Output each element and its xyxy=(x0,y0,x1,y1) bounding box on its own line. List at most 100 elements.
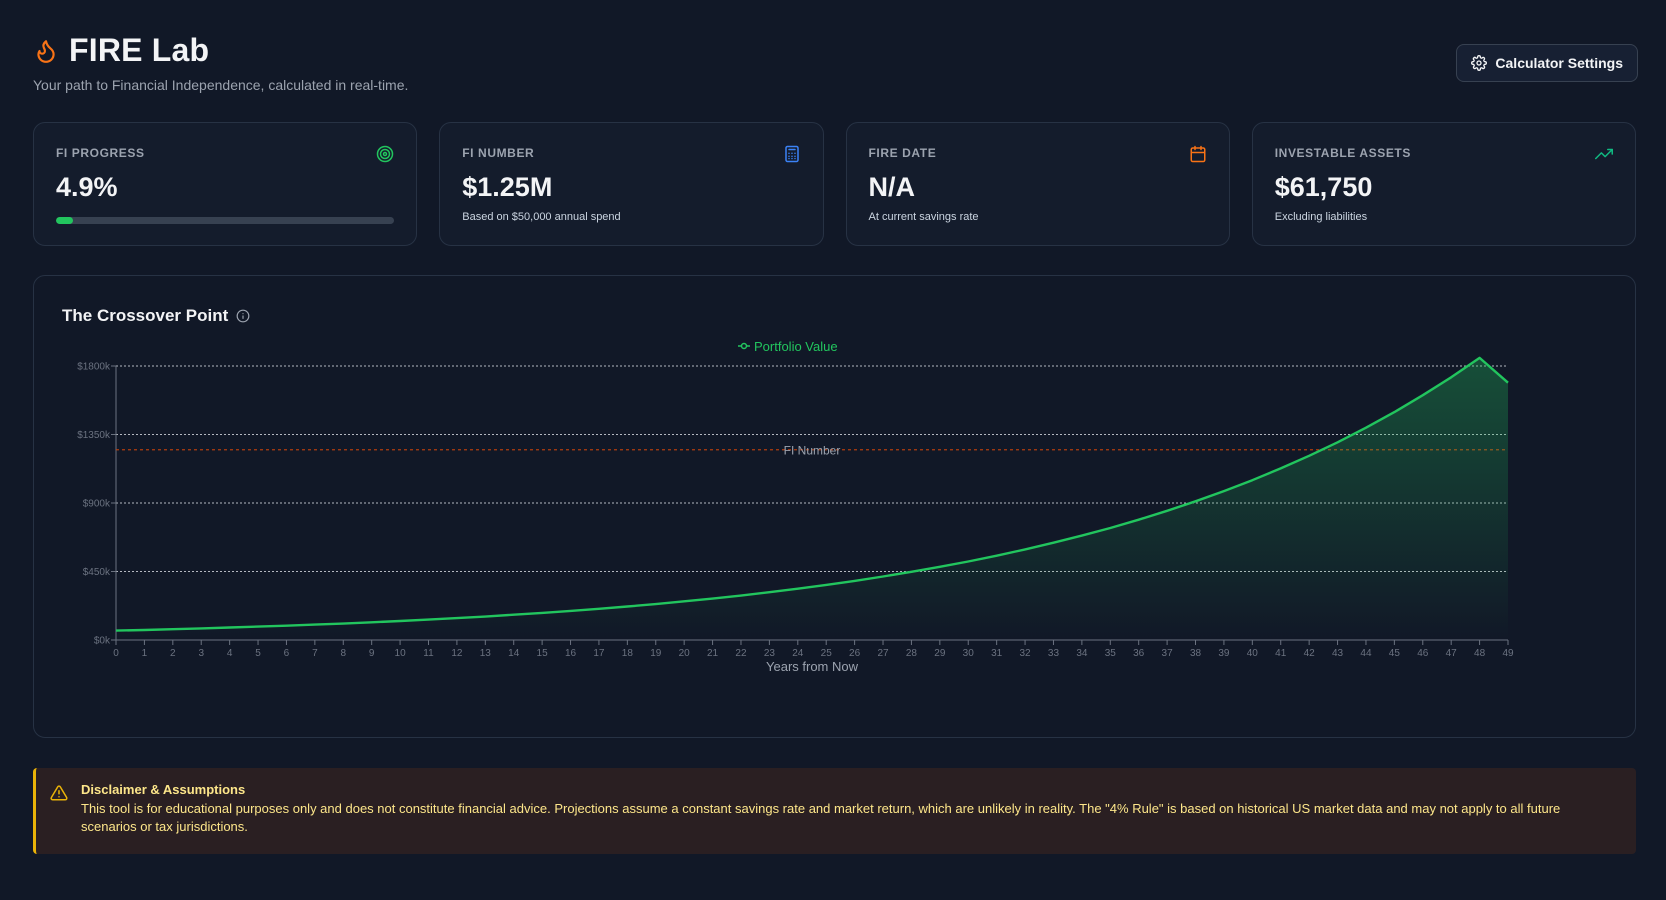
x-tick-label: 35 xyxy=(1105,648,1117,659)
x-tick-label: 22 xyxy=(735,648,747,659)
legend-marker-dot xyxy=(740,342,748,350)
x-axis-label: Years from Now xyxy=(766,659,859,674)
x-tick-label: 19 xyxy=(650,648,662,659)
x-tick-label: 5 xyxy=(255,648,261,659)
x-tick-label: 14 xyxy=(508,648,520,659)
warning-icon xyxy=(50,785,68,801)
fire-date-card: FIRE DATE N/A At current savings rate xyxy=(845,122,1230,246)
card-subtext: At current savings rate xyxy=(868,211,979,223)
x-tick-label: 25 xyxy=(821,648,833,659)
x-tick-label: 17 xyxy=(593,648,605,659)
x-tick-label: 37 xyxy=(1162,648,1174,659)
x-tick-label: 47 xyxy=(1446,648,1458,659)
x-tick-label: 32 xyxy=(1019,648,1031,659)
info-icon[interactable] xyxy=(236,309,250,323)
x-tick-label: 20 xyxy=(679,648,691,659)
stat-cards: FI PROGRESS 4.9% FI NUMBER $1.25M Based … xyxy=(33,122,1636,246)
investable-assets-card: INVESTABLE ASSETS $61,750 Excluding liab… xyxy=(1251,122,1636,246)
settings-button-label: Calculator Settings xyxy=(1495,55,1623,71)
y-tick-label: $1800k xyxy=(77,362,111,373)
gear-icon xyxy=(1471,55,1488,71)
x-tick-label: 45 xyxy=(1389,648,1401,659)
app-title: FIRE Lab xyxy=(69,32,210,68)
crossover-chart-panel: The Crossover Point $0k $450k $900k $1350k $… xyxy=(33,275,1636,738)
y-tick-label: $1350k xyxy=(77,430,111,441)
flame-icon xyxy=(37,39,55,63)
y-tick-label: $900k xyxy=(83,499,111,510)
x-tick-label: 21 xyxy=(707,648,719,659)
x-tick-label: 48 xyxy=(1474,648,1486,659)
x-tick-label: 44 xyxy=(1360,648,1372,659)
fi-number-label: FI Number xyxy=(784,444,841,458)
x-tick-label: 12 xyxy=(451,648,463,659)
tagline: Your path to Financial Independence, cal… xyxy=(33,77,409,93)
card-label: FI PROGRESS xyxy=(56,146,145,160)
page-header: FIRE Lab Your path to Financial Independ… xyxy=(33,32,1638,93)
x-tick-label: 31 xyxy=(991,648,1003,659)
x-tick-label: 39 xyxy=(1218,648,1230,659)
card-subtext: Excluding liabilities xyxy=(1274,211,1368,223)
card-value: 4.9% xyxy=(56,172,118,202)
disclaimer-text: This tool is for educational purposes on… xyxy=(81,801,1561,834)
x-tick-label: 11 xyxy=(423,648,434,659)
x-tick-label: 27 xyxy=(877,648,889,659)
x-tick-label: 8 xyxy=(340,648,346,659)
x-tick-label: 3 xyxy=(198,648,204,659)
x-tick-label: 40 xyxy=(1247,648,1259,659)
x-tick-label: 18 xyxy=(622,648,634,659)
x-tick-label: 2 xyxy=(170,648,176,659)
x-tick-label: 4 xyxy=(227,648,233,659)
x-tick-label: 9 xyxy=(369,648,375,659)
disclaimer-title: Disclaimer & Assumptions xyxy=(81,782,246,797)
x-tick-label: 7 xyxy=(312,648,318,659)
x-tick-label: 42 xyxy=(1304,648,1316,659)
card-value: N/A xyxy=(868,172,916,202)
card-label: FIRE DATE xyxy=(868,146,937,160)
y-tick-label: $450k xyxy=(83,567,111,578)
calculator-settings-button[interactable]: Calculator Settings xyxy=(1456,44,1638,82)
progress-bar xyxy=(56,217,395,224)
card-label: INVESTABLE ASSETS xyxy=(1274,146,1411,160)
x-tick-label: 49 xyxy=(1502,648,1514,659)
x-tick-label: 28 xyxy=(906,648,918,659)
x-tick-label: 6 xyxy=(284,648,290,659)
chart-title-row: The Crossover Point xyxy=(62,306,250,326)
x-tick-label: 16 xyxy=(565,648,577,659)
card-value: $61,750 xyxy=(1274,172,1373,202)
portfolio-line xyxy=(115,356,1509,632)
x-tick-label: 29 xyxy=(934,648,946,659)
y-tick-label: $0k xyxy=(94,636,111,647)
x-tick-label: 15 xyxy=(537,648,549,659)
target-icon xyxy=(377,145,394,163)
x-tick-label: 34 xyxy=(1076,648,1088,659)
disclaimer-banner: Disclaimer & Assumptions This tool is fo… xyxy=(33,768,1636,854)
trending-up-icon xyxy=(1595,148,1613,160)
progress-bar-fill xyxy=(56,217,73,224)
x-tick-label: 0 xyxy=(113,648,119,659)
x-tick-label: 38 xyxy=(1190,648,1202,659)
x-tick-label: 33 xyxy=(1048,648,1060,659)
x-tick-label: 30 xyxy=(963,648,975,659)
x-tick-label: 24 xyxy=(792,648,804,659)
x-tick-label: 36 xyxy=(1133,648,1145,659)
x-tick-label: 46 xyxy=(1417,648,1429,659)
calculator-icon xyxy=(784,145,799,163)
card-value: $1.25M xyxy=(462,172,553,202)
x-tick-label: 41 xyxy=(1275,648,1287,659)
x-tick-label: 26 xyxy=(849,648,861,659)
brand: FIRE Lab xyxy=(33,32,1638,69)
fi-number-card: FI NUMBER $1.25M Based on $50,000 annual… xyxy=(439,122,824,246)
card-label: FI NUMBER xyxy=(462,146,535,160)
fi-progress-card: FI PROGRESS 4.9% xyxy=(33,122,418,246)
x-tick-label: 43 xyxy=(1332,648,1344,659)
x-tick-label: 1 xyxy=(142,648,148,659)
card-subtext: Based on $50,000 annual spend xyxy=(462,211,621,223)
x-tick-label: 10 xyxy=(395,648,407,659)
x-tick-label: 23 xyxy=(764,648,776,659)
x-tick-label: 13 xyxy=(480,648,492,659)
legend-label: Portfolio Value xyxy=(754,339,838,354)
calendar-icon xyxy=(1190,145,1206,163)
chart-title: The Crossover Point xyxy=(62,306,229,325)
portfolio-area xyxy=(116,357,1508,640)
